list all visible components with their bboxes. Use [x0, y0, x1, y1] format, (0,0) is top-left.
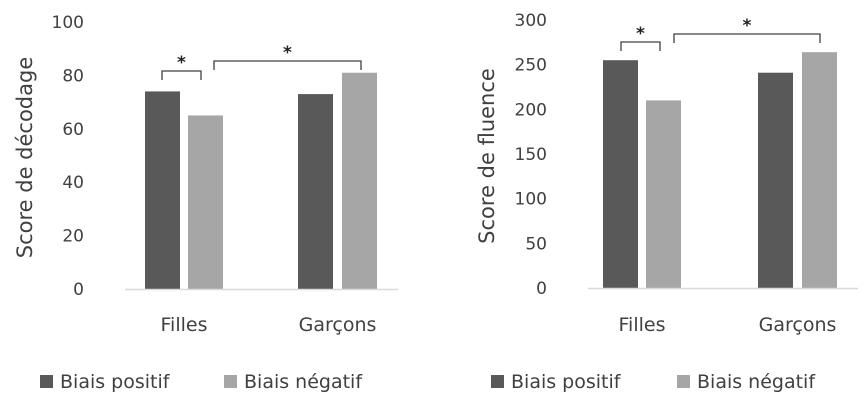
- x-category-label: Filles: [161, 314, 208, 336]
- bar-biais-positif-garcons: [758, 72, 793, 288]
- legend-swatch-biais-negatif: [677, 375, 690, 388]
- y-tick-label: 50: [525, 234, 547, 254]
- y-axis-label: Score de fluence: [475, 68, 499, 244]
- bar-biais-positif-garcons: [298, 94, 333, 289]
- significance-bracket: [161, 70, 202, 80]
- significance-star: *: [743, 16, 752, 36]
- y-tick-label: 100: [515, 190, 547, 210]
- legend-swatch-biais-positif: [40, 375, 53, 388]
- legend-swatch-biais-positif: [491, 375, 504, 388]
- significance-bracket: [213, 60, 362, 70]
- y-tick-label: 40: [62, 173, 84, 193]
- significance-bracket: [620, 41, 661, 51]
- chart-2: 0 50 100 150 200 250 300 Score de fluence Filles…: [475, 11, 858, 393]
- y-tick-label: 20: [62, 227, 84, 247]
- chart-1: 0 20 40 60 80 100 Score de décodage Filles Garço…: [13, 13, 398, 393]
- x-category-label: Garçons: [759, 314, 837, 336]
- y-tick-label: 250: [515, 56, 547, 76]
- bar-biais-positif-filles: [145, 91, 180, 289]
- y-tick-label: 200: [515, 100, 547, 120]
- bar-biais-negatif-garcons: [342, 72, 377, 289]
- bar-biais-positif-filles: [603, 60, 638, 289]
- x-category-label: Filles: [619, 314, 666, 336]
- x-category-label: Garçons: [299, 314, 377, 336]
- significance-star: *: [283, 43, 292, 63]
- significance-star: *: [177, 53, 186, 73]
- bar-biais-negatif-garcons: [802, 52, 837, 288]
- significance-star: *: [636, 24, 645, 44]
- legend-label: Biais positif: [60, 371, 171, 393]
- legend-label: Biais négatif: [697, 371, 816, 393]
- y-tick-label: 0: [536, 279, 547, 299]
- bar-biais-negatif-filles: [646, 100, 681, 289]
- y-tick-label: 60: [62, 120, 84, 140]
- legend-swatch-biais-negatif: [224, 375, 237, 388]
- y-tick-label: 0: [73, 280, 84, 300]
- bar-biais-negatif-filles: [188, 115, 223, 289]
- y-tick-label: 80: [62, 66, 84, 86]
- y-tick-label: 150: [515, 145, 547, 165]
- significance-bracket: [673, 33, 821, 43]
- legend-label: Biais négatif: [244, 371, 363, 393]
- legend-label: Biais positif: [511, 371, 622, 393]
- y-axis-label: Score de décodage: [13, 57, 37, 259]
- y-tick-label: 300: [515, 11, 547, 31]
- y-tick-label: 100: [52, 13, 84, 33]
